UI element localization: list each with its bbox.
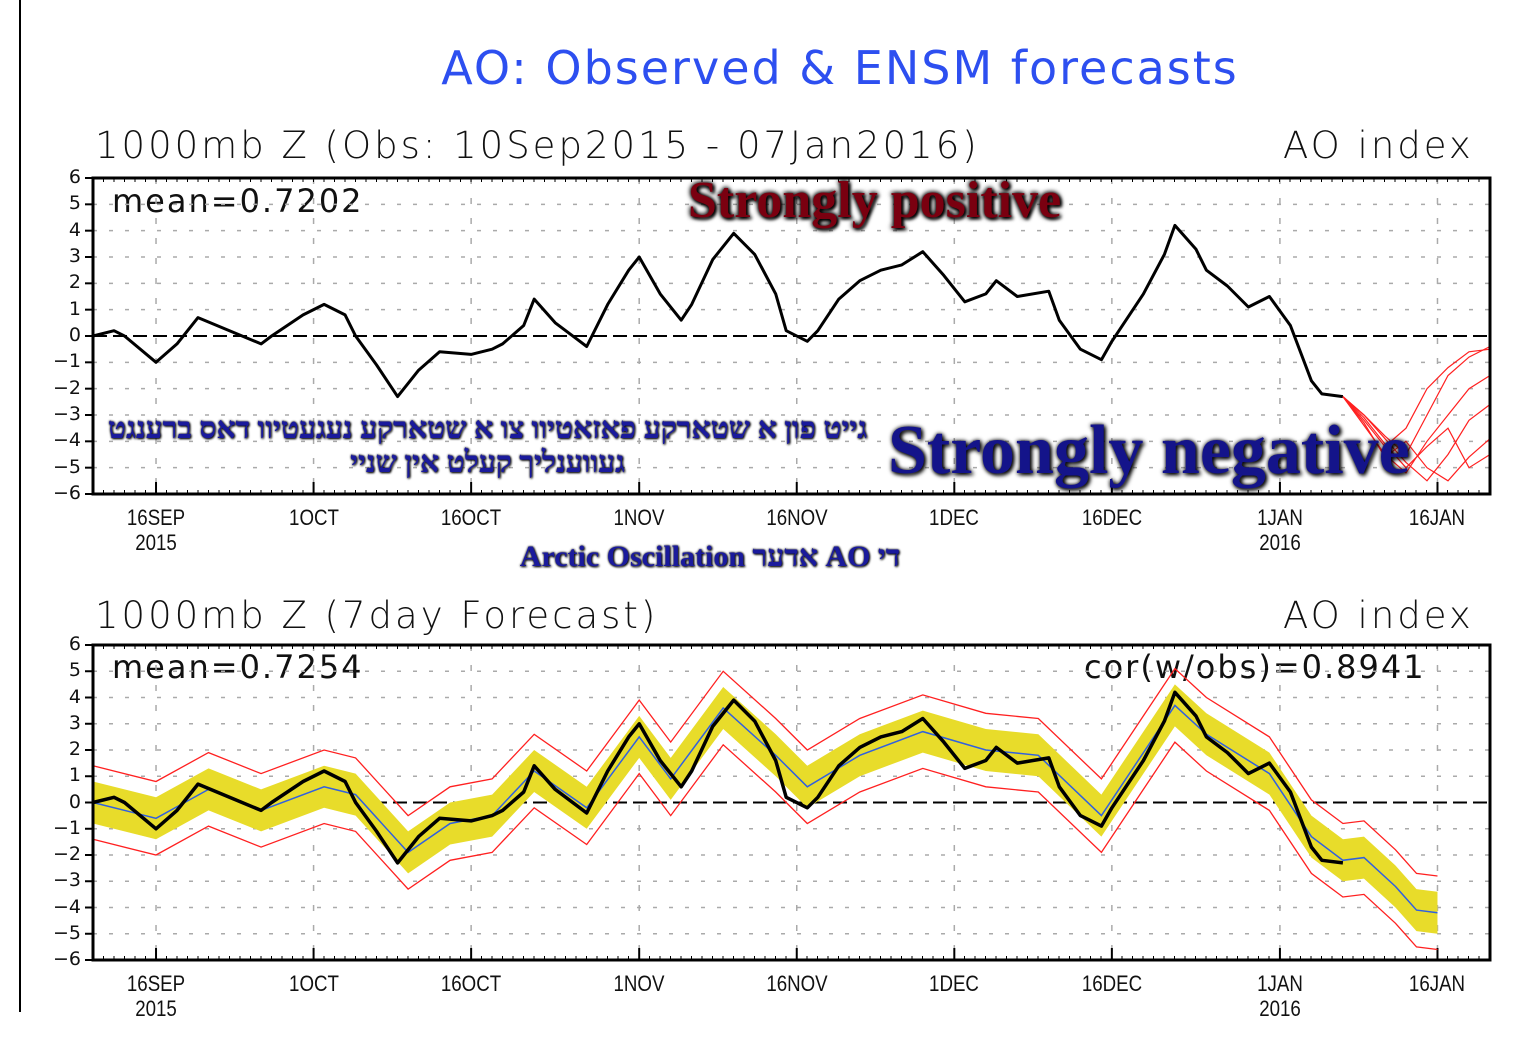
spread-band (93, 684, 1438, 934)
y-tick-label: −4 (52, 429, 81, 452)
y-tick-label: −5 (52, 921, 81, 944)
bottom-chart-right-label: AO index (1283, 594, 1474, 637)
y-tick-label: −6 (52, 948, 81, 970)
annotation-strongly-negative: Strongly negative (888, 412, 1410, 489)
x-tick-year-label: 2015 (135, 530, 177, 555)
x-tick-label: 16SEP (126, 971, 186, 996)
y-tick-label: 5 (68, 192, 81, 215)
x-tick-year-label: 2016 (1259, 530, 1301, 555)
top-chart-right-label: AO index (1283, 124, 1474, 167)
x-tick-year-label: 2016 (1259, 996, 1301, 1021)
bottom-observed-line (92, 690, 1344, 865)
y-tick-label: −1 (52, 816, 81, 839)
x-tick-label: 16JAN (1409, 971, 1466, 996)
y-tick-label: −1 (52, 350, 81, 373)
y-tick-label: −3 (52, 869, 81, 892)
annotation-strongly-positive: Strongly positive (688, 172, 1062, 229)
y-tick-label: 0 (68, 790, 81, 813)
y-tick-label: 6 (68, 166, 81, 188)
x-tick-label: 1JAN (1257, 505, 1303, 530)
plot-frame (91, 176, 1492, 496)
x-tick-year-label: 2015 (135, 996, 177, 1021)
y-tick-label: 0 (68, 324, 81, 346)
left-border (19, 0, 21, 1012)
y-tick-label: 2 (68, 271, 81, 294)
y-tick-label: 1 (68, 764, 81, 787)
y-tick-label: −2 (52, 843, 81, 865)
y-tick-label: 3 (68, 245, 81, 267)
y-tick-label: −3 (52, 403, 81, 425)
top-mean-label: mean=0.7202 (112, 182, 364, 220)
x-tick-label: 16JAN (1409, 505, 1466, 530)
x-tick-label: 1NOV (613, 505, 665, 530)
y-tick-label: −4 (52, 895, 81, 918)
annotation-line-1: די AO אדער Arctic Oscillation (519, 540, 901, 573)
x-tick-label: 1DEC (929, 971, 980, 996)
page-title: AO: Observed & ENSM forecasts (441, 41, 1239, 95)
top-chart-title: 1000mb Z (Obs: 10Sep2015 - 07Jan2016) (95, 124, 980, 167)
y-tick-label: −6 (52, 482, 81, 504)
y-tick-label: 5 (68, 659, 81, 682)
plot-frame (91, 643, 1492, 962)
x-tick-label: 1OCT (288, 971, 339, 996)
y-tick-label: 6 (68, 633, 81, 655)
x-tick-label: 16NOV (766, 505, 828, 530)
y-tick-label: 3 (68, 711, 81, 734)
y-tick-label: 4 (68, 685, 81, 708)
y-tick-label: 4 (68, 218, 81, 241)
y-tick-label: 2 (68, 738, 81, 760)
x-tick-label: 16SEP (126, 505, 186, 530)
bottom-correlation-label: cor(w/obs)=0.8941 (1084, 648, 1426, 686)
ensemble-member-line (1342, 396, 1491, 469)
y-tick-label: −2 (52, 376, 81, 399)
ensemble-member-line (1342, 348, 1491, 448)
envelope-upper (92, 667, 1438, 877)
x-tick-label: 1JAN (1257, 971, 1303, 996)
ensemble-member-line (1342, 396, 1491, 482)
annotation-line-2: גייט פון א שטארקע פאזאטיוו צו א שטארקע נ… (107, 412, 868, 479)
x-tick-label: 1NOV (613, 971, 665, 996)
observed-line (92, 223, 1344, 399)
x-tick-label: 1OCT (288, 505, 339, 530)
x-tick-label: 16NOV (766, 971, 828, 996)
x-tick-label: 16OCT (440, 971, 502, 996)
x-tick-label: 16DEC (1081, 505, 1142, 530)
bottom-mean-label: mean=0.7254 (112, 648, 364, 686)
x-tick-label: 1DEC (929, 505, 980, 530)
bottom-chart-title: 1000mb Z (7day Forecast) (95, 594, 659, 637)
y-tick-label: −5 (52, 455, 81, 478)
x-tick-label: 16OCT (440, 505, 502, 530)
y-tick-label: 1 (68, 297, 81, 320)
x-tick-label: 16DEC (1081, 971, 1142, 996)
envelope-lower (92, 741, 1438, 951)
